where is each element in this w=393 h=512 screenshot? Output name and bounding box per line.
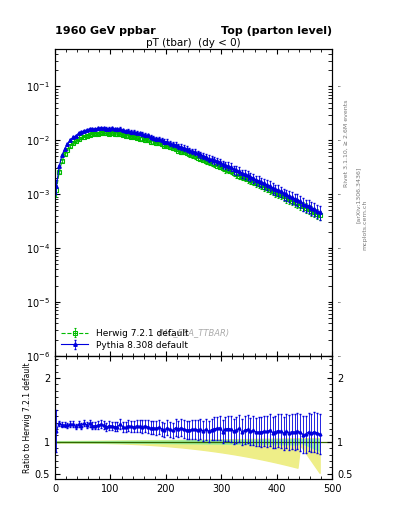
Title: pT (tbar)  (dy < 0): pT (tbar) (dy < 0): [146, 38, 241, 48]
Text: mcplots.cern.ch: mcplots.cern.ch: [362, 200, 367, 250]
Text: Rivet 3.1.10, ≥ 2.6M events: Rivet 3.1.10, ≥ 2.6M events: [344, 100, 349, 187]
Text: [arXiv:1306.3436]: [arXiv:1306.3436]: [356, 166, 361, 223]
Legend: Herwig 7.2.1 default, Pythia 8.308 default: Herwig 7.2.1 default, Pythia 8.308 defau…: [59, 327, 190, 351]
Text: (MC_FBA_TTBAR): (MC_FBA_TTBAR): [158, 328, 230, 337]
Y-axis label: Ratio to Herwig 7.2.1 default: Ratio to Herwig 7.2.1 default: [23, 362, 32, 473]
Text: Top (parton level): Top (parton level): [221, 26, 332, 36]
Text: 1960 GeV ppbar: 1960 GeV ppbar: [55, 26, 156, 36]
